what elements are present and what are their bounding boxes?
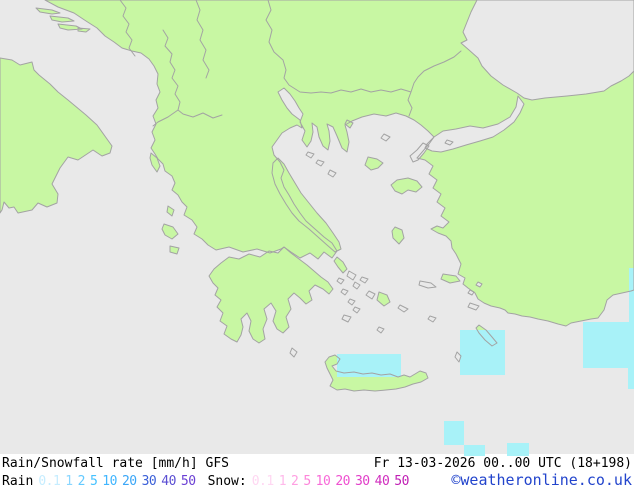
scale-value: 20 bbox=[121, 474, 137, 489]
copyright-link[interactable]: ©weatheronline.co.uk bbox=[451, 471, 632, 489]
precip-cell bbox=[507, 443, 529, 456]
precip-cell bbox=[583, 322, 634, 368]
precipitation-cells bbox=[337, 268, 634, 456]
scale-value: 30 bbox=[354, 474, 370, 489]
precip-cell bbox=[337, 354, 401, 377]
map-title: Rain/Snowfall rate [mm/h] GFS bbox=[2, 456, 229, 471]
scale-value: 50 bbox=[394, 474, 409, 489]
precip-cell bbox=[629, 268, 634, 322]
scale-value: 30 bbox=[141, 474, 157, 489]
scale-value: 20 bbox=[335, 474, 350, 489]
rain-scale-label: Rain bbox=[2, 474, 34, 489]
scale-value: 10 bbox=[315, 474, 331, 489]
legend: Rain/Snowfall rate [mm/h] GFS Fr 13-03-2… bbox=[0, 456, 634, 490]
rain-scale-values: 0.1 1 2 5 10 20 30 40 50 bbox=[33, 474, 196, 490]
scale-value: 2 bbox=[77, 474, 86, 489]
scale-value: 50 bbox=[180, 474, 196, 489]
scale-value: 40 bbox=[374, 474, 390, 489]
precip-cell bbox=[464, 445, 485, 456]
scale-value: 2 bbox=[291, 474, 299, 489]
legend-title-row: Rain/Snowfall rate [mm/h] GFS Fr 13-03-2… bbox=[0, 456, 634, 472]
scale-value: 1 bbox=[65, 474, 73, 489]
snow-scale-values: 0.1 1 2 5 10 20 30 40 50 bbox=[247, 474, 410, 490]
map-area bbox=[0, 0, 634, 456]
precip-cell bbox=[444, 421, 464, 445]
scale-value: 1 bbox=[278, 474, 287, 489]
precip-cell bbox=[628, 368, 634, 389]
forecast-datetime: Fr 13-03-2026 00..00 UTC (18+198) bbox=[373, 456, 632, 471]
scale-value: 0.1 bbox=[251, 474, 274, 489]
greece-aegean-weather-map bbox=[0, 0, 634, 456]
scale-value: 10 bbox=[102, 474, 117, 489]
snow-scale-label: Snow: bbox=[207, 474, 247, 489]
scale-value: 0.1 bbox=[38, 474, 61, 489]
legend-scale-row: Rain 0.1 1 2 5 10 20 30 40 50 Snow: 0.1 1 2 5 10 20 30… bbox=[0, 472, 634, 490]
scale-value: 5 bbox=[303, 474, 311, 489]
scale-value: 40 bbox=[161, 474, 176, 489]
scale-value: 5 bbox=[89, 474, 98, 489]
